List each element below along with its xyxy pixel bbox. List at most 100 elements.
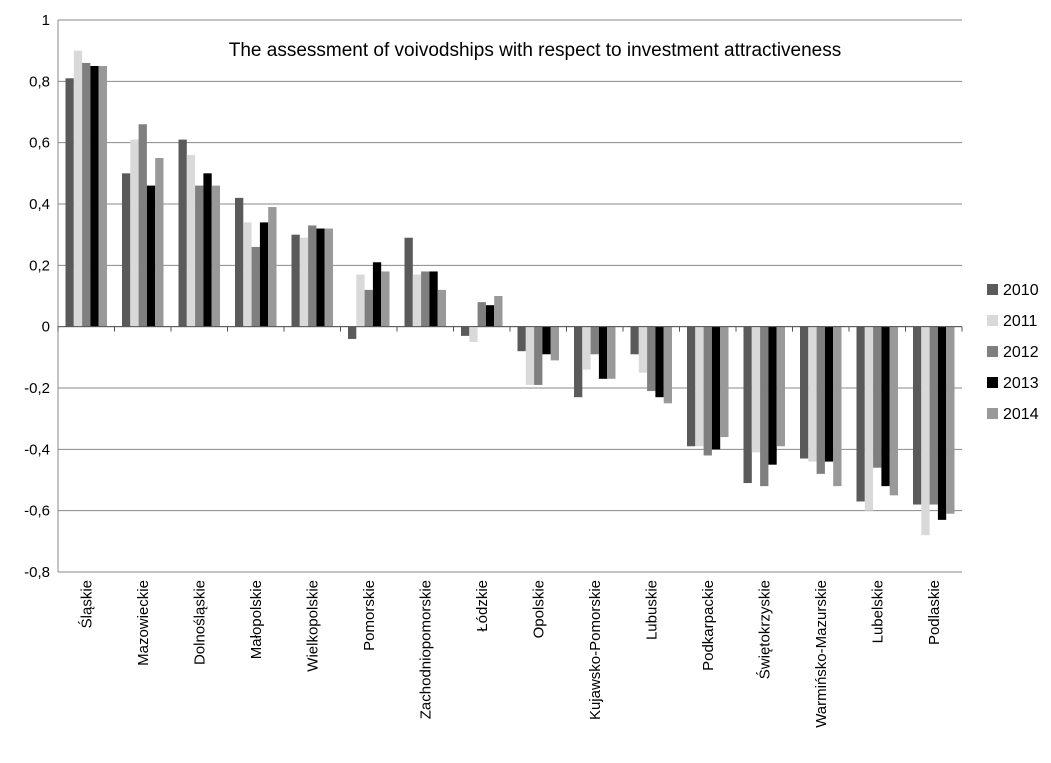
y-tick-label: -0,6: [24, 503, 50, 520]
bar: [800, 326, 809, 459]
bar: [73, 50, 83, 327]
bar: [494, 296, 503, 327]
y-tick-label: -0,8: [24, 564, 50, 581]
bar: [607, 326, 616, 379]
category-label: Warmińsko-Mazurskie: [813, 580, 830, 728]
bar: [881, 326, 890, 487]
legend-swatch: [987, 408, 998, 419]
category-label: Kujawsko-Pomorskie: [587, 580, 604, 720]
category-label: Podkarpackie: [700, 580, 717, 671]
bar: [65, 78, 74, 327]
chart-title: The assessment of voivodships with respe…: [229, 40, 842, 61]
bar: [542, 326, 551, 355]
legend-label: 2012: [1003, 344, 1039, 361]
bar: [743, 326, 752, 484]
bar: [751, 326, 761, 453]
bar: [412, 274, 422, 327]
bar: [235, 197, 244, 327]
bar: [203, 173, 212, 327]
bar: [186, 154, 196, 327]
bar: [873, 326, 882, 468]
category-label: Wielkopolskie: [304, 580, 321, 672]
bar: [525, 326, 535, 385]
bar: [259, 222, 269, 327]
legend-label: 2013: [1003, 375, 1039, 392]
bar: [937, 326, 947, 520]
bar: [517, 326, 526, 352]
bar: [381, 271, 390, 327]
category-label: Podlaskie: [926, 580, 943, 645]
bar: [268, 207, 277, 327]
bar: [824, 326, 834, 462]
y-tick-label: 0: [42, 319, 50, 336]
bar: [429, 271, 438, 327]
bar: [155, 158, 164, 327]
axes: [57, 20, 963, 572]
bar: [485, 305, 495, 327]
bars: [65, 50, 955, 536]
legend-swatch: [987, 284, 998, 295]
bar: [195, 185, 204, 327]
y-tick-labels: 1 0,8 0,6 0,4 0,2 0 -0,2 -0,4 -0,6 -0,8: [24, 12, 50, 581]
bar: [316, 228, 325, 327]
legend-label: 2010: [1003, 282, 1039, 299]
bar: [889, 326, 898, 496]
bar: [768, 326, 777, 465]
bar: [816, 326, 825, 474]
bar: [251, 246, 260, 327]
bar: [291, 234, 300, 327]
bar: [921, 326, 930, 536]
bar: [308, 225, 317, 327]
bar: [695, 326, 704, 447]
bar: [146, 185, 156, 327]
category-label: Śląskie: [77, 580, 95, 628]
bar: [211, 185, 220, 327]
bar: [655, 326, 664, 398]
bar: [138, 124, 147, 327]
bar: [122, 173, 131, 327]
bar: [98, 66, 107, 327]
bar: [647, 326, 656, 392]
bar: [574, 326, 583, 398]
bar: [82, 62, 91, 327]
bar: [776, 326, 785, 447]
bar: [598, 326, 608, 379]
bar: [404, 237, 413, 327]
bar: [582, 326, 591, 370]
bar: [590, 326, 599, 355]
y-tick-label: 0,2: [29, 257, 50, 274]
legend-swatch: [987, 377, 998, 388]
bar: [703, 326, 712, 456]
y-tick-label: 0,8: [29, 73, 50, 90]
bar: [421, 271, 430, 327]
y-tick-label: 0,6: [29, 135, 50, 152]
legend: 2010 2011 2012 2013 2014: [987, 282, 1039, 423]
bar: [477, 302, 486, 327]
bar: [550, 326, 559, 361]
bar: [299, 237, 309, 327]
bar: [833, 326, 842, 487]
bar: [856, 326, 865, 502]
bar: [913, 326, 922, 505]
category-label: Opolskie: [530, 580, 547, 638]
y-tick-label: -0,4: [24, 441, 50, 458]
category-label: Świętokrzyskie: [755, 580, 773, 679]
category-label: Lubuskie: [643, 580, 660, 640]
category-label: Małopolskie: [248, 580, 265, 659]
bar: [372, 262, 382, 327]
bar: [356, 274, 365, 327]
bar: [808, 326, 817, 462]
bar: [469, 326, 478, 342]
legend-label: 2014: [1003, 406, 1039, 423]
bar: [663, 326, 672, 404]
category-label: Zachodniopomorskie: [417, 580, 434, 719]
y-tick-label: 1: [42, 12, 50, 29]
bar: [348, 326, 357, 339]
category-label: Mazowieckie: [135, 580, 152, 666]
y-tick-label: -0,2: [24, 380, 50, 397]
bar: [437, 289, 446, 327]
bar: [90, 66, 99, 327]
bar: [364, 289, 373, 327]
bar: [130, 139, 139, 327]
